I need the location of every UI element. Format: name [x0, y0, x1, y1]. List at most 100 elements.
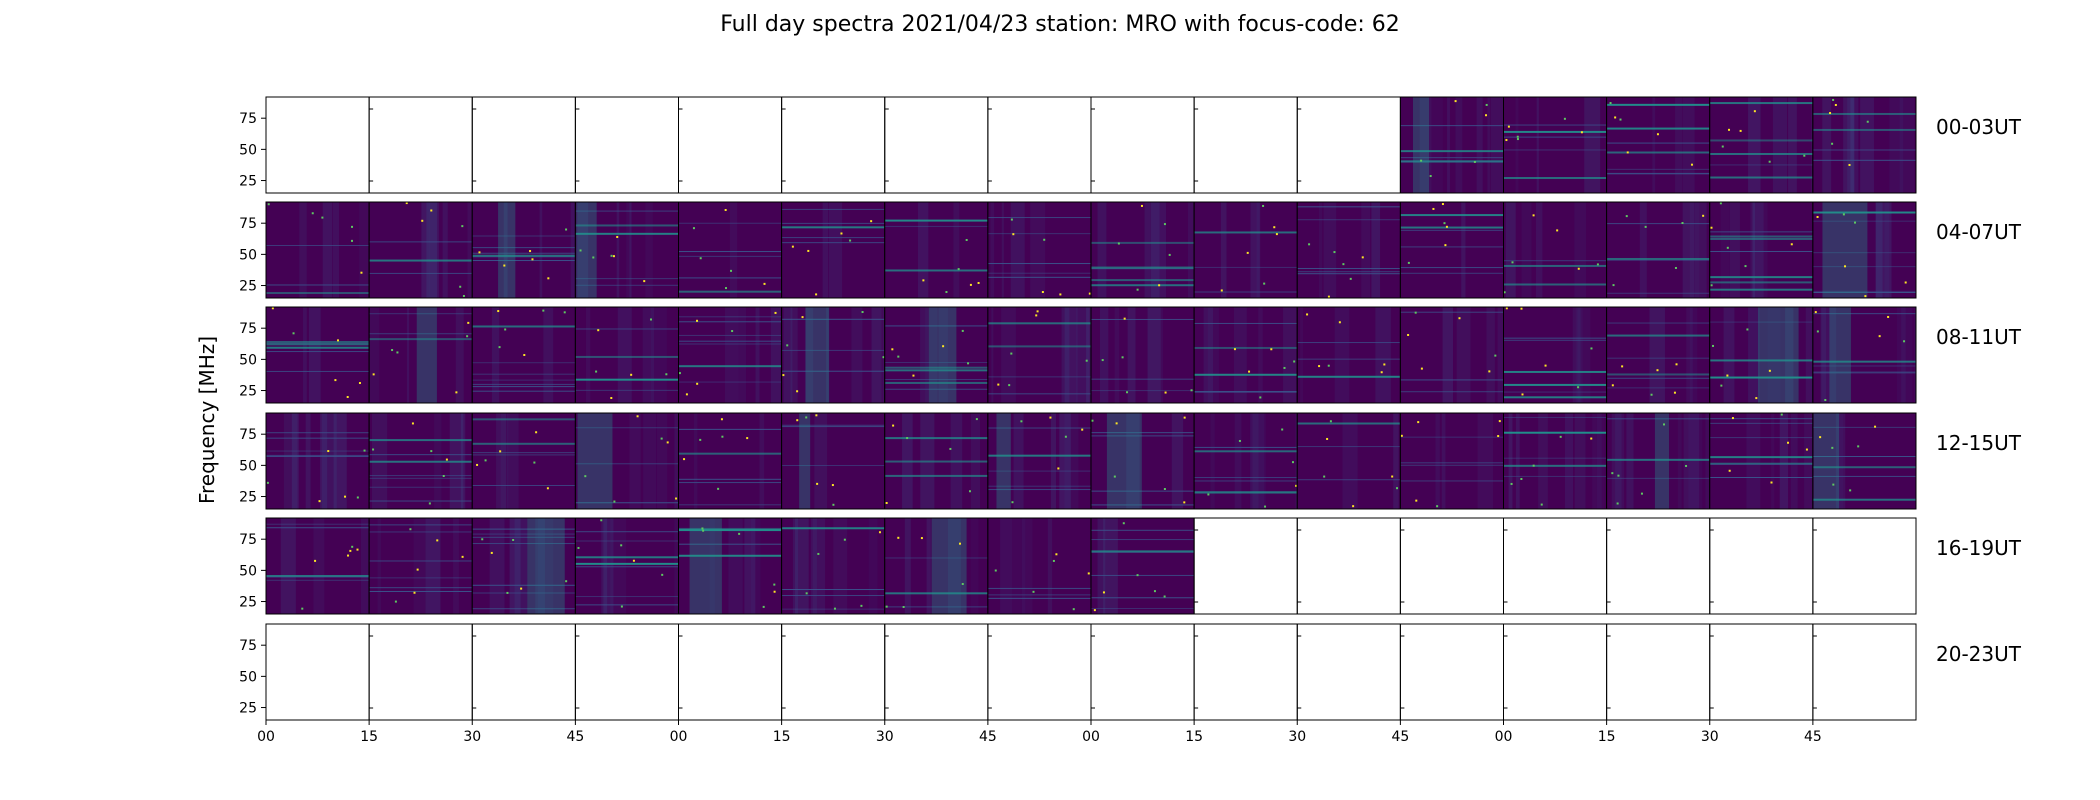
interference-band — [1400, 229, 1504, 231]
interference-band — [369, 531, 473, 533]
signal-spot — [1380, 371, 1383, 374]
signal-spot — [636, 415, 639, 418]
spectrum-texture — [1901, 307, 1906, 403]
signal-spot — [372, 448, 375, 451]
interference-band — [1400, 226, 1504, 229]
spectrum-texture — [319, 413, 328, 509]
signal-spot — [1429, 175, 1432, 178]
spectrum-texture — [1210, 413, 1215, 509]
interference-band — [1606, 257, 1710, 260]
spectrum-texture — [917, 202, 929, 298]
spectrum-texture — [1476, 97, 1483, 193]
signal-spot — [1035, 314, 1038, 317]
y-tick-label: 50 — [239, 247, 257, 263]
interference-band — [678, 290, 782, 293]
interference-band — [1503, 464, 1607, 467]
interference-band — [1606, 477, 1710, 479]
signal-spot — [531, 258, 534, 261]
x-tick-label: 30 — [1288, 729, 1306, 745]
interference-band — [1400, 246, 1504, 248]
signal-spot — [902, 606, 905, 609]
spectrum-background — [884, 307, 988, 403]
spectrum-texture — [1843, 97, 1854, 193]
signal-spot — [1844, 265, 1847, 268]
signal-spot — [1611, 384, 1614, 387]
spectrum-texture — [1723, 307, 1735, 403]
interference-band — [1503, 124, 1607, 126]
spectrum-texture — [1151, 202, 1160, 298]
interference-band — [369, 259, 473, 262]
spectrum-texture — [1889, 97, 1904, 193]
row-time-label: 16-19UT — [1936, 536, 2022, 560]
x-tick-label: 15 — [360, 729, 378, 745]
interference-band — [678, 452, 782, 455]
spectrum-background — [472, 202, 576, 298]
spectra-row-04-07UT: 25 50 75 04-07UT — [239, 201, 2022, 299]
interference-band — [1194, 480, 1298, 482]
signal-spot — [816, 482, 819, 485]
spectrum-texture — [1508, 413, 1513, 509]
interference-band — [1709, 102, 1813, 105]
signal-spot — [1532, 464, 1535, 467]
signal-spot — [396, 351, 399, 354]
spectrum-texture — [1639, 202, 1647, 298]
interference-band — [472, 528, 576, 530]
signal-spot — [1580, 131, 1583, 134]
interference-band — [472, 592, 576, 594]
interference-band — [1091, 268, 1195, 270]
signal-spot — [565, 228, 568, 231]
signal-spot — [1420, 159, 1423, 162]
interference-band — [369, 524, 473, 526]
spectrum-background — [1812, 307, 1916, 403]
spectrum-panel — [1399, 306, 1504, 404]
spectrum-texture — [616, 202, 620, 298]
interference-band — [1812, 112, 1916, 115]
signal-spot — [1445, 225, 1448, 228]
interference-band — [1091, 378, 1195, 380]
panel-frame — [1812, 96, 1917, 194]
interference-band — [369, 333, 473, 335]
interference-band — [1812, 291, 1916, 293]
spectrum-texture — [413, 518, 426, 614]
interference-band — [472, 543, 576, 545]
y-tick-label: 75 — [239, 321, 257, 337]
interference-band — [266, 523, 370, 525]
spectrum-texture — [1683, 413, 1700, 509]
signal-spot — [1136, 574, 1139, 577]
interference-band — [472, 379, 576, 381]
spectrum-texture — [729, 202, 738, 298]
signal-spot — [1503, 291, 1506, 294]
signal-spot — [1032, 590, 1035, 593]
signal-spot — [490, 551, 493, 554]
spectrum-texture — [280, 518, 296, 614]
spectrum-panel — [1812, 623, 1917, 721]
signal-spot — [763, 282, 766, 285]
signal-spot — [773, 583, 776, 586]
interference-band — [987, 376, 1091, 378]
spectrum-texture — [539, 202, 543, 298]
signal-spot — [1436, 505, 1439, 508]
spectrum-panel — [1709, 306, 1814, 404]
signal-spot — [533, 461, 536, 464]
signal-spot — [620, 544, 623, 547]
interference-band — [1503, 396, 1607, 399]
interference-band — [1606, 103, 1710, 106]
spectrum-texture — [369, 307, 380, 403]
signal-spot — [1091, 419, 1094, 422]
spectrum-texture — [1677, 413, 1682, 509]
signal-spot — [1590, 437, 1593, 440]
signal-spot — [334, 379, 337, 382]
interference-band — [781, 237, 885, 239]
signal-spot — [565, 580, 568, 583]
interference-band — [678, 343, 782, 345]
interference-band — [1400, 464, 1504, 466]
signal-spot — [791, 245, 794, 248]
interference-band — [472, 390, 576, 392]
signal-spot — [466, 335, 469, 338]
y-tick-label: 75 — [239, 532, 257, 548]
spectrum-panel — [1503, 201, 1608, 299]
spectrum-background — [1400, 202, 1504, 298]
interference-band — [1606, 377, 1710, 379]
interference-band — [987, 597, 1091, 599]
